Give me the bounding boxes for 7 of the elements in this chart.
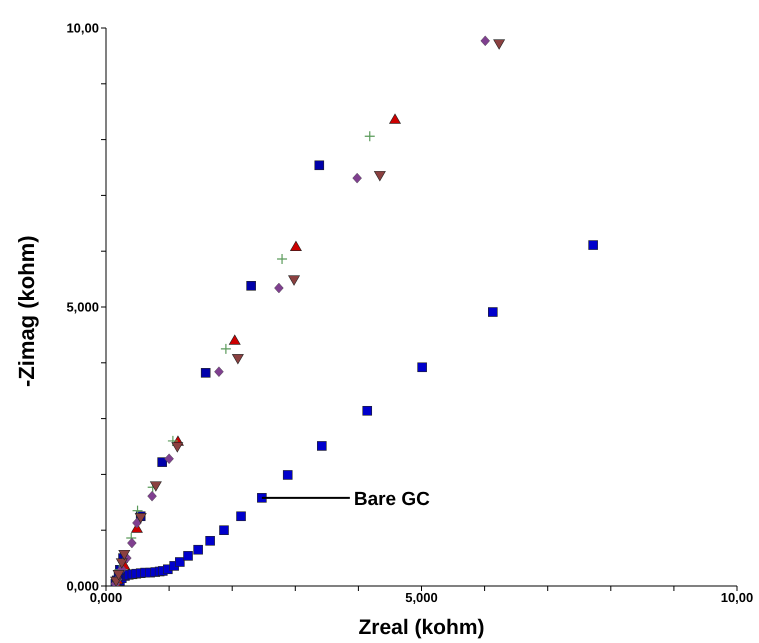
y-axis-title: -Zimag (kohm) (14, 235, 39, 387)
y-tick-label: 5,000 (66, 300, 99, 315)
x-axis-title: Zreal (kohm) (358, 616, 485, 639)
text: Bare GC (354, 488, 430, 510)
x-tick-label: 10,00 (720, 590, 754, 606)
x-tick-label: 5,000 (405, 590, 438, 606)
y-tick-label: 10,00 (66, 20, 99, 36)
